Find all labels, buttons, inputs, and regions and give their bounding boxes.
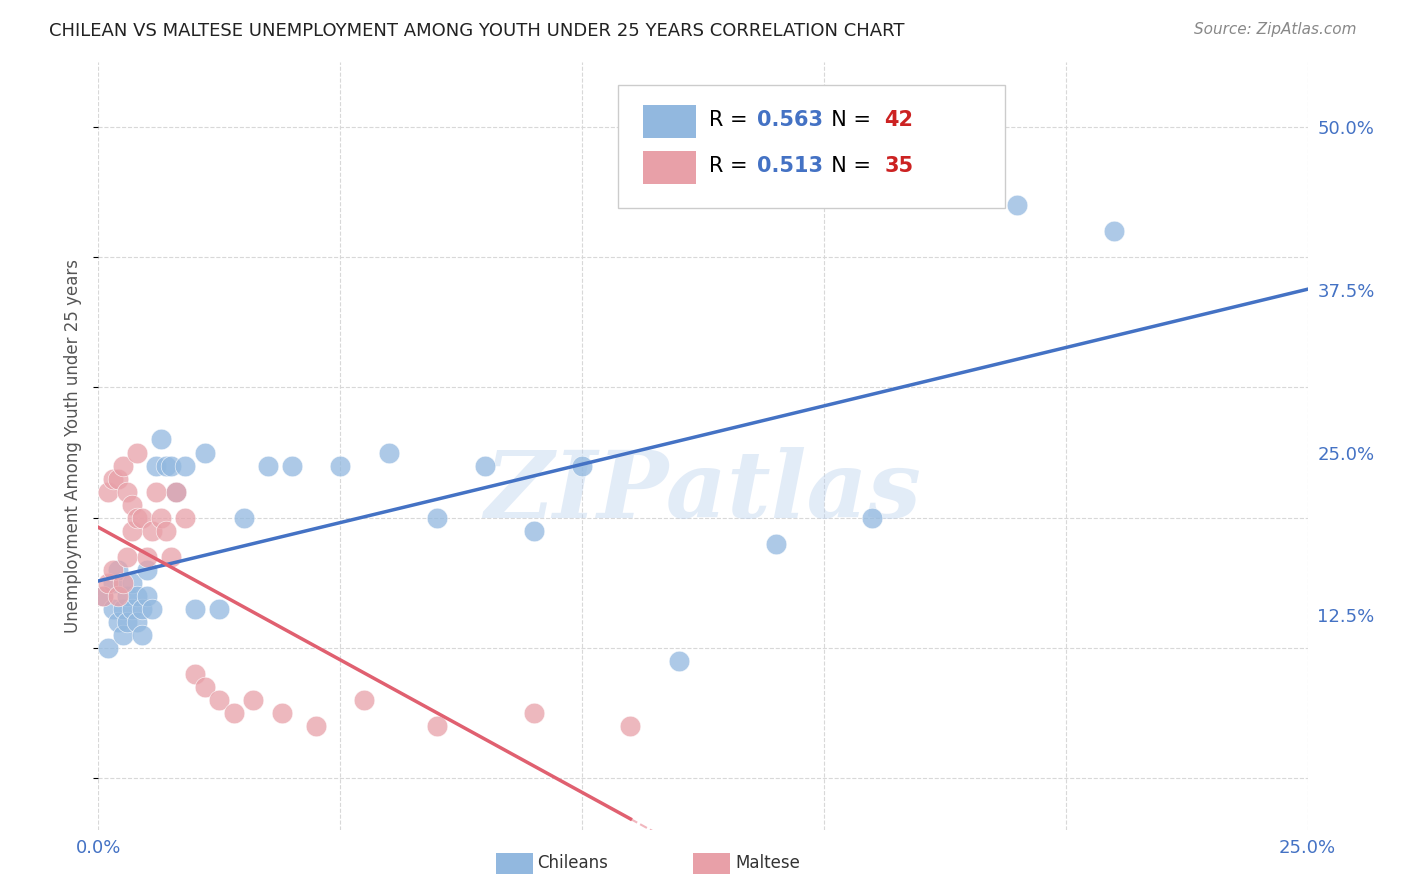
Point [111, 458, 134, 473]
Text: 0.563: 0.563 [758, 110, 824, 130]
Text: 0.513: 0.513 [758, 156, 824, 176]
Point [107, 589, 129, 603]
FancyBboxPatch shape [643, 104, 696, 138]
Point [101, 471, 124, 485]
Point [131, 627, 153, 641]
Point [97, 484, 120, 499]
Point [101, 562, 124, 576]
Point [184, 666, 207, 681]
Point [377, 445, 399, 459]
Point [174, 510, 197, 524]
Point [107, 615, 129, 629]
Point [101, 601, 124, 615]
Point [619, 718, 641, 732]
Point [135, 589, 157, 603]
Point [117, 549, 139, 564]
Point [135, 549, 157, 564]
Point [131, 510, 153, 524]
Point [860, 510, 883, 524]
Point [107, 471, 129, 485]
Point [208, 692, 231, 706]
Point [1007, 198, 1029, 212]
Text: R =: R = [709, 156, 754, 176]
Point [107, 562, 129, 576]
Text: Maltese: Maltese [735, 855, 800, 872]
Point [155, 524, 177, 538]
Text: CHILEAN VS MALTESE UNEMPLOYMENT AMONG YOUTH UNDER 25 YEARS CORRELATION CHART: CHILEAN VS MALTESE UNEMPLOYMENT AMONG YO… [49, 22, 904, 40]
Point [135, 562, 157, 576]
Text: N =: N = [818, 156, 877, 176]
Text: ZIPatlas: ZIPatlas [485, 447, 921, 537]
Point [155, 458, 177, 473]
Y-axis label: Unemployment Among Youth under 25 years: Unemployment Among Youth under 25 years [65, 259, 83, 633]
Point [353, 692, 375, 706]
Point [97, 575, 120, 590]
Point [426, 510, 449, 524]
Text: N =: N = [818, 110, 877, 130]
Point [194, 445, 217, 459]
Point [474, 458, 496, 473]
Point [141, 601, 163, 615]
Point [111, 601, 134, 615]
Point [571, 458, 593, 473]
Point [121, 575, 143, 590]
Point [117, 589, 139, 603]
Point [127, 445, 149, 459]
Point [232, 510, 254, 524]
Point [305, 718, 328, 732]
Point [281, 458, 304, 473]
Point [150, 433, 173, 447]
FancyBboxPatch shape [643, 151, 696, 185]
Point [165, 484, 187, 499]
Point [523, 524, 546, 538]
Point [145, 484, 167, 499]
Point [271, 706, 294, 720]
Text: 42: 42 [884, 110, 914, 130]
Point [97, 640, 120, 655]
Point [426, 718, 449, 732]
Text: R =: R = [709, 110, 754, 130]
Point [121, 498, 143, 512]
Point [141, 524, 163, 538]
Point [765, 536, 787, 550]
Point [174, 458, 197, 473]
Point [668, 654, 690, 668]
Point [91, 589, 114, 603]
Point [117, 484, 139, 499]
Point [222, 706, 245, 720]
Point [101, 575, 124, 590]
Point [523, 706, 546, 720]
Point [117, 615, 139, 629]
Point [242, 692, 264, 706]
Point [127, 510, 149, 524]
FancyBboxPatch shape [619, 86, 1005, 208]
Point [131, 601, 153, 615]
Point [329, 458, 352, 473]
Point [150, 510, 173, 524]
Point [208, 601, 231, 615]
Point [111, 575, 134, 590]
Point [127, 615, 149, 629]
Point [1102, 224, 1125, 238]
Point [165, 484, 187, 499]
Text: Source: ZipAtlas.com: Source: ZipAtlas.com [1194, 22, 1357, 37]
Point [184, 601, 207, 615]
Point [256, 458, 278, 473]
Text: Chileans: Chileans [537, 855, 607, 872]
Point [121, 601, 143, 615]
Point [127, 589, 149, 603]
Point [91, 589, 114, 603]
Point [160, 549, 183, 564]
Point [111, 627, 134, 641]
Point [121, 524, 143, 538]
Point [145, 458, 167, 473]
Text: 35: 35 [884, 156, 914, 176]
Point [194, 680, 217, 694]
Point [160, 458, 183, 473]
